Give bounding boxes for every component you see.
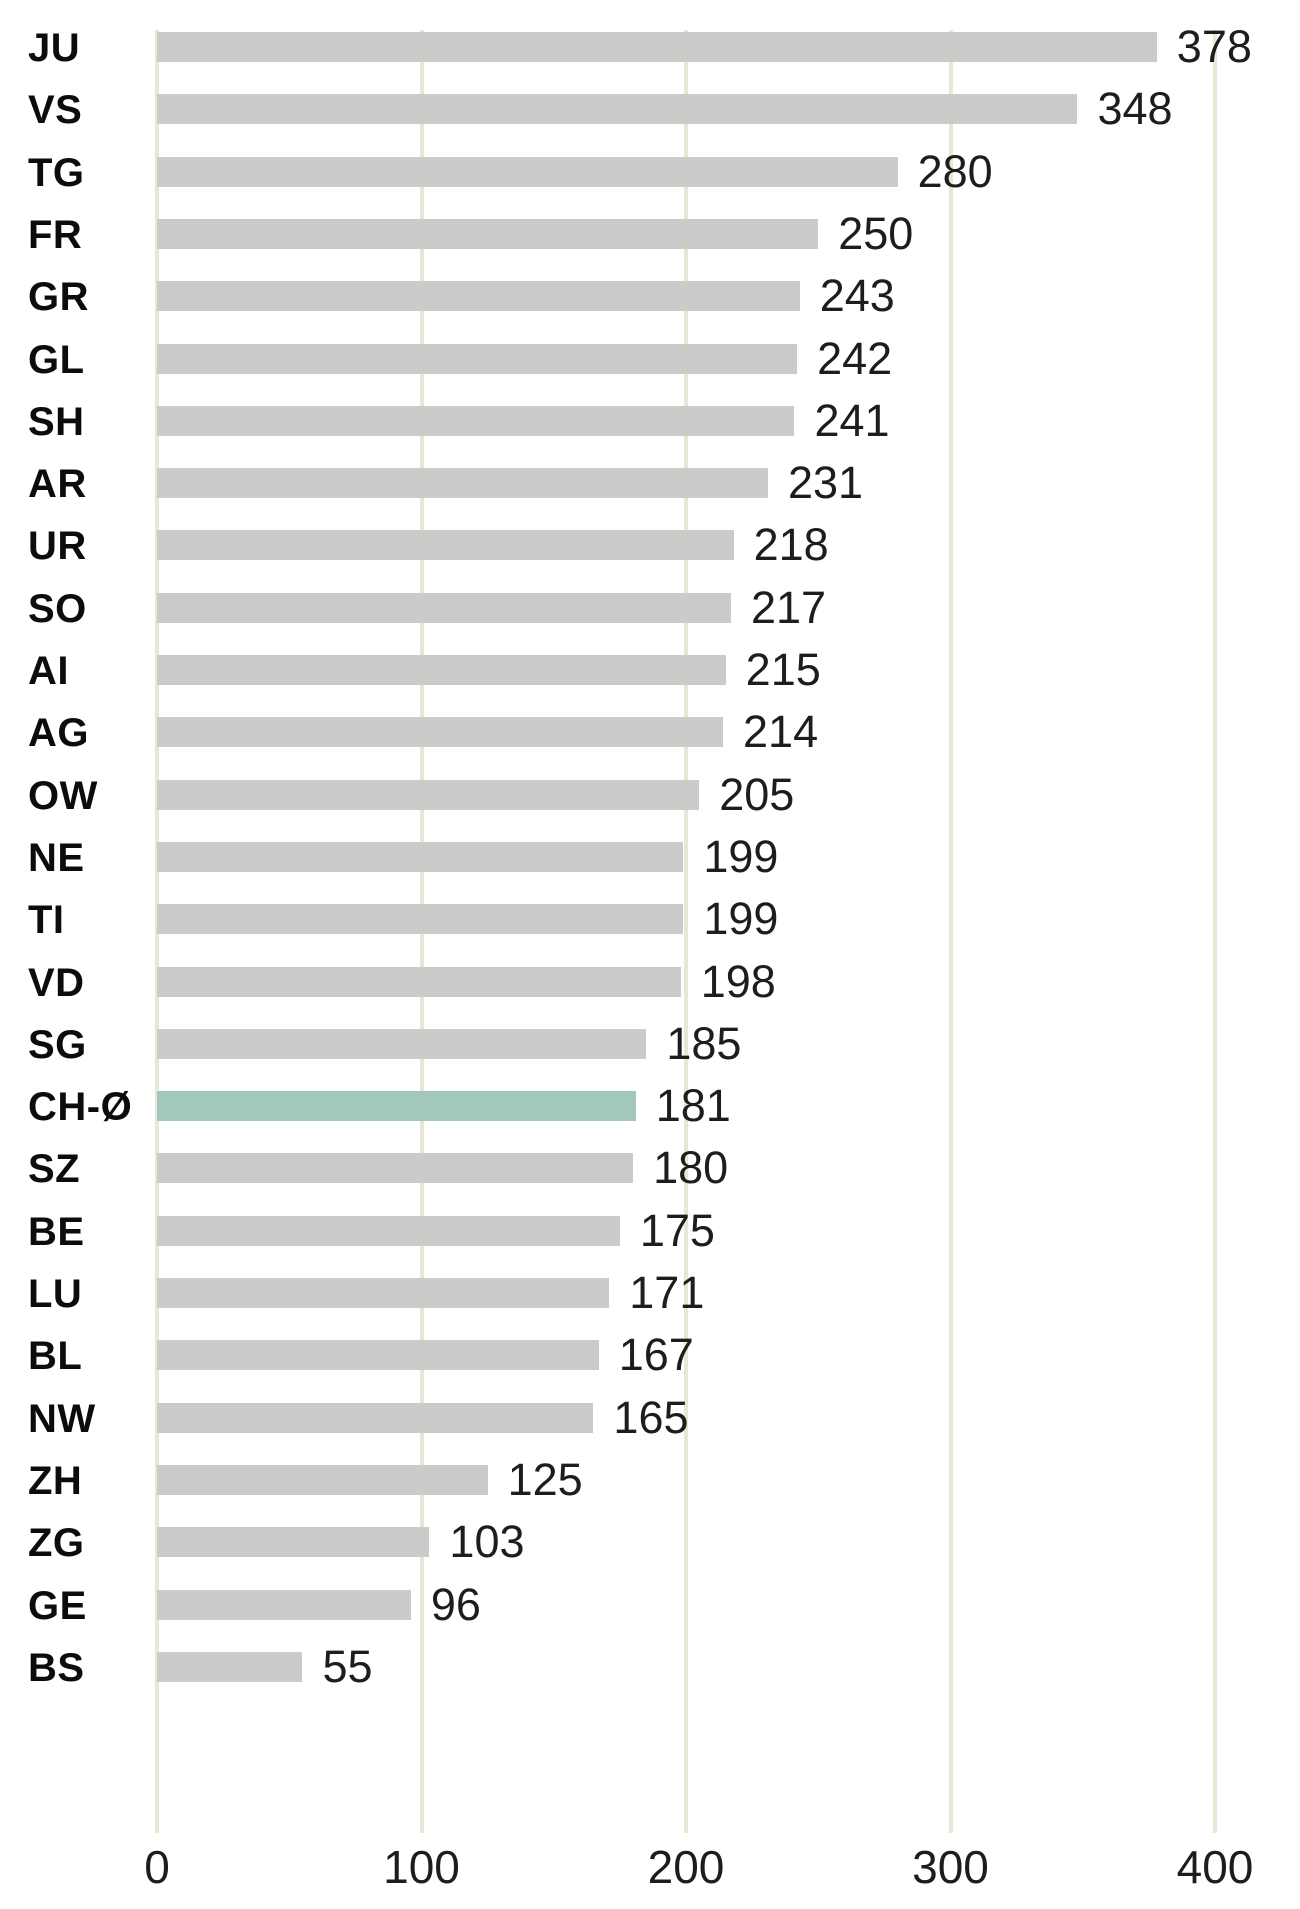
value-label-ge: 96 [430,1578,481,1630]
x-gridline-400 [1213,30,1217,1833]
bar-ju [157,32,1157,62]
bar-vs [157,94,1078,125]
bar-fr [157,218,819,249]
category-label-ch-avg: CH-Ø [28,1085,133,1130]
value-label-ju: 378 [1176,21,1252,72]
category-label-vs: VS [28,88,83,133]
value-label-ag: 214 [743,706,819,758]
bar-sh [157,405,795,436]
category-label-sz: SZ [28,1147,81,1192]
category-label-zh: ZH [28,1458,83,1503]
bar-ti [157,904,684,935]
bar-sg [157,1028,647,1059]
x-gridline-200 [684,30,688,1833]
value-label-ai: 215 [745,644,821,695]
bar-sz [157,1153,634,1184]
x-tick-label-300: 300 [912,1841,989,1893]
bar-ag [157,717,724,748]
value-label-ar: 231 [787,457,864,509]
value-label-lu: 171 [629,1267,705,1318]
value-label-be: 175 [639,1204,715,1256]
category-label-ne: NE [28,835,85,880]
category-label-ge: GE [28,1583,87,1628]
category-label-gr: GR [28,275,89,320]
category-label-ow: OW [28,773,98,818]
category-label-sh: SH [28,399,85,444]
bar-gr [157,281,800,312]
category-label-ag: AG [28,711,89,756]
category-label-tg: TG [28,150,85,195]
bar-ar [157,468,768,499]
bar-ai [157,655,726,685]
bar-zh [157,1464,488,1495]
value-label-ow: 205 [719,768,795,820]
value-label-ne: 199 [703,830,779,882]
category-label-be: BE [28,1209,85,1254]
category-label-lu: LU [28,1272,83,1316]
category-label-sg: SG [28,1022,87,1067]
bar-vd [157,966,681,997]
value-label-ur: 218 [753,519,829,571]
bar-gl [157,343,798,374]
value-label-ch-avg: 181 [655,1080,731,1132]
bar-be [157,1215,620,1246]
bar-bl [157,1340,599,1371]
x-tick-label-100: 100 [383,1841,460,1893]
category-label-fr: FR [28,212,83,257]
value-label-zh: 125 [507,1453,583,1505]
value-label-sg: 185 [666,1017,742,1069]
category-label-ar: AR [28,462,87,507]
category-label-zg: ZG [28,1521,85,1566]
x-tick-label-400: 400 [1176,1841,1254,1893]
category-label-bl: BL [28,1334,83,1379]
value-label-bl: 167 [618,1329,694,1381]
value-label-ti: 199 [703,893,779,945]
highlighted-bar-ch-avg [157,1091,636,1122]
value-label-fr: 250 [838,207,914,259]
x-tick-label-0: 0 [144,1841,170,1893]
value-label-zg: 103 [449,1516,525,1568]
value-label-vs: 348 [1097,83,1173,135]
bar-ow [157,779,700,810]
bar-nw [157,1402,594,1433]
value-label-gr: 243 [819,270,895,322]
bar-ur [157,530,734,561]
value-label-sz: 180 [653,1142,729,1194]
category-label-ur: UR [28,524,87,569]
value-label-nw: 165 [613,1391,689,1443]
category-label-nw: NW [28,1396,96,1441]
value-label-sh: 241 [814,394,890,446]
x-gridline-300 [948,30,953,1833]
category-label-ju: JU [28,26,81,70]
category-label-ai: AI [28,649,69,693]
bar-lu [157,1278,610,1308]
x-tick-label-200: 200 [647,1841,725,1893]
bar-ne [157,841,684,872]
value-label-gl: 242 [817,332,893,384]
bar-ge [157,1589,411,1620]
category-label-gl: GL [28,337,85,382]
bar-bs [157,1651,303,1682]
category-label-vd: VD [28,960,85,1005]
value-label-bs: 55 [322,1640,373,1692]
value-label-tg: 280 [917,145,993,197]
value-label-vd: 198 [700,955,776,1007]
category-label-bs: BS [28,1645,85,1690]
bar-zg [157,1527,430,1558]
bar-so [157,592,731,623]
bar-tg [157,156,898,187]
category-label-ti: TI [28,898,65,943]
category-label-so: SO [28,586,87,631]
value-label-so: 217 [750,581,827,633]
